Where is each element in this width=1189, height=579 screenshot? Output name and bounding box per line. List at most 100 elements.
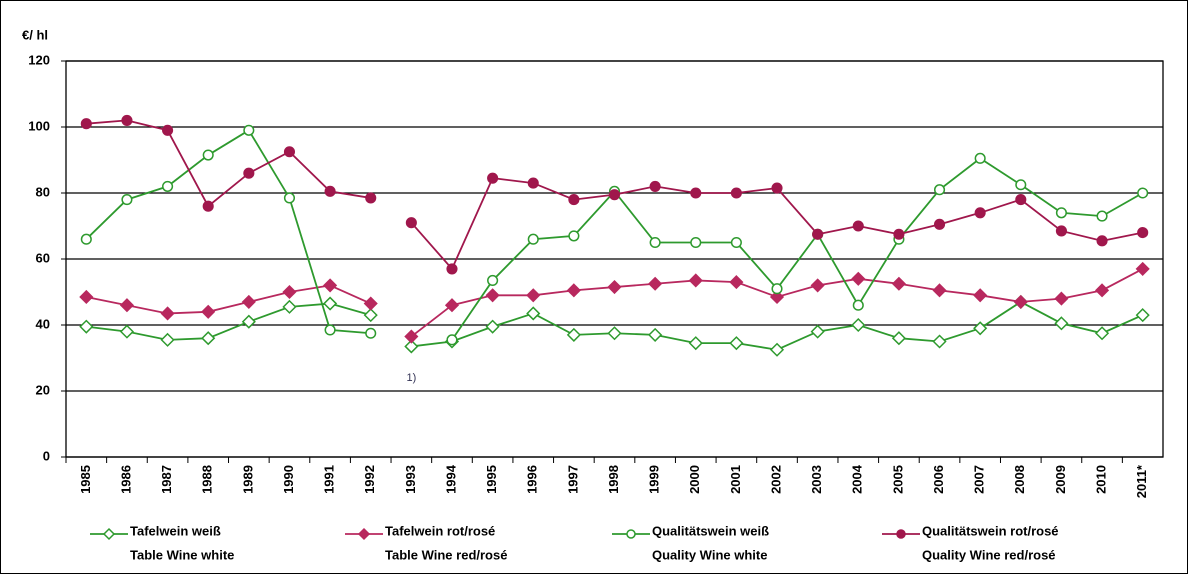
data-point [119,324,135,339]
y-tick-label: 20 [36,382,50,397]
data-point [282,284,297,300]
x-tick-label: 1993 [403,465,418,494]
data-point [648,276,663,291]
x-tick-label: 1989 [240,465,255,494]
series-line [85,129,371,335]
data-point [365,327,377,339]
data-point [202,149,214,161]
data-point [241,314,256,329]
data-point [1015,179,1027,191]
data-point [729,275,744,290]
x-tick-label: 2002 [768,465,783,494]
data-point [1094,326,1110,341]
data-point [690,236,702,249]
data-point [1013,294,1028,309]
legend-marker [626,529,636,539]
data-point [485,288,500,303]
data-point [1094,283,1110,298]
data-point [527,177,539,189]
data-point [323,296,338,311]
data-point [932,283,947,298]
data-point [160,306,175,321]
data-point [283,192,296,204]
data-point [891,276,906,291]
data-point [324,185,336,197]
data-point [526,288,541,303]
y-tick-label: 60 [36,250,50,265]
data-point [487,274,499,287]
data-point [851,317,866,333]
data-point [1096,235,1108,247]
data-point [688,336,703,351]
annotation: 1) [406,372,416,384]
data-point [1055,207,1067,219]
legend-marker [357,527,371,541]
data-point [79,289,94,305]
data-point [444,298,460,313]
data-point [771,182,783,194]
x-tick-label: 2005 [890,465,905,494]
x-tick-label: 2008 [1012,465,1027,494]
data-point [607,326,622,341]
x-tick-label: 1985 [78,465,93,494]
data-point [404,329,419,344]
data-point [933,184,946,196]
data-point [282,299,297,314]
legend-marker [896,529,906,539]
data-point [852,220,864,232]
x-tick-label: 2000 [687,465,702,494]
data-point [80,233,92,245]
x-tick-label: 1998 [606,465,621,494]
x-tick-label: 1992 [362,465,377,494]
data-point [568,230,580,242]
plot-border [65,60,1164,458]
data-point [485,319,500,334]
x-tick-label: 1990 [281,465,296,494]
x-tick-label: 1988 [200,465,215,494]
data-point [365,192,377,204]
data-point [730,236,742,249]
data-point [243,124,255,136]
data-point [80,118,92,130]
data-point [487,172,499,184]
data-point [607,279,622,295]
legend-label: Tafelwein rot/rosé [385,523,495,538]
data-point [810,324,825,339]
y-tick-label: 100 [28,118,50,133]
data-point [1137,187,1149,199]
data-point [974,152,986,164]
data-point [162,124,174,136]
data-point [1054,291,1069,306]
data-point [891,331,906,346]
y-tick-label: 0 [43,448,50,463]
data-point [649,180,661,192]
legend-label: Tafelwein weiß [130,523,221,538]
data-point [1135,308,1150,323]
data-point [932,334,947,349]
data-point [1055,225,1067,237]
data-point [648,327,663,342]
data-point [526,306,541,321]
data-point [769,289,785,305]
x-tick-label: 1999 [647,465,662,494]
y-tick-label: 80 [36,184,50,199]
data-point [973,321,988,336]
data-point [446,263,458,275]
x-tick-label: 1996 [525,465,540,494]
data-point [162,180,174,192]
data-point [688,273,703,288]
data-point [893,228,905,240]
legend-label-en: Table Wine red/rosé [385,547,507,562]
x-tick-label: 2006 [931,465,946,494]
x-tick-label: 2009 [1053,465,1068,494]
data-point [202,200,214,212]
data-point [566,283,581,298]
y-axis-label: €/ hl [22,27,48,42]
data-point [121,194,133,206]
data-point [810,278,825,293]
data-point [1054,316,1069,331]
data-point [201,304,216,319]
x-tick-label: 2011* [1134,464,1149,498]
